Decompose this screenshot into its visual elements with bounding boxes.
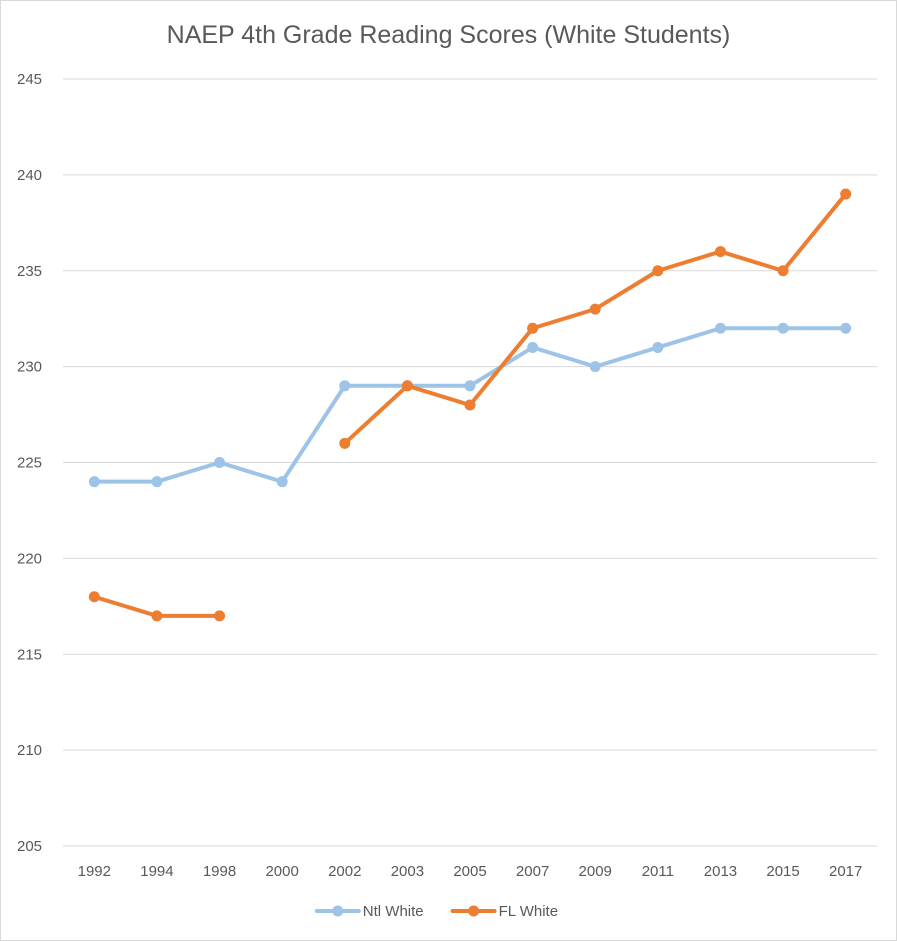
x-tick-label: 2005 — [453, 863, 486, 880]
x-tick-label: 1998 — [203, 863, 236, 880]
y-tick-label: 210 — [17, 742, 42, 759]
legend-item-fl-white: FL White — [450, 903, 558, 920]
series-fl-white — [88, 188, 852, 622]
data-point — [840, 188, 852, 200]
data-point — [276, 476, 288, 488]
data-point — [339, 380, 351, 392]
legend-label: FL White — [499, 903, 558, 920]
data-point — [464, 380, 476, 392]
data-point — [714, 246, 726, 258]
legend-label: Ntl White — [363, 903, 424, 920]
y-axis-ticks: 205 210 215 220 225 230 235 240 245 — [17, 71, 42, 855]
x-tick-label: 2015 — [766, 863, 799, 880]
data-point — [714, 322, 726, 334]
series-lines — [88, 188, 852, 622]
legend-item-ntl-white: Ntl White — [314, 903, 424, 920]
data-point — [840, 322, 852, 334]
data-point — [652, 265, 664, 277]
x-tick-label: 2013 — [704, 863, 737, 880]
data-point — [589, 361, 601, 373]
y-tick-label: 205 — [17, 838, 42, 855]
data-point — [401, 380, 413, 392]
data-point — [527, 322, 539, 334]
data-point — [464, 399, 476, 411]
data-point — [339, 437, 351, 449]
data-point — [214, 457, 226, 468]
x-tick-label: 2009 — [579, 863, 612, 880]
x-tick-label: 2003 — [391, 863, 424, 880]
data-point — [527, 341, 539, 353]
data-point — [151, 476, 163, 488]
x-tick-label: 2000 — [265, 863, 298, 880]
y-tick-label: 225 — [17, 455, 42, 472]
y-tick-label: 235 — [17, 263, 42, 280]
x-tick-label: 2002 — [328, 863, 361, 880]
gridlines — [63, 78, 877, 847]
x-axis-ticks: 1992 1994 1998 2000 2002 2003 2005 2007 2009 2011… — [78, 863, 863, 880]
data-point — [214, 610, 226, 622]
data-point — [777, 265, 789, 277]
data-point — [88, 476, 100, 488]
y-tick-label: 245 — [17, 71, 42, 88]
data-point — [652, 341, 664, 353]
data-point — [88, 591, 100, 603]
y-tick-label: 220 — [17, 550, 42, 567]
series-line-segment — [342, 192, 848, 446]
legend-marker — [468, 905, 480, 917]
data-point — [777, 322, 789, 334]
data-point — [151, 610, 163, 622]
legend-marker — [332, 905, 344, 917]
x-tick-label: 2011 — [642, 863, 674, 880]
y-tick-label: 230 — [17, 359, 42, 376]
y-tick-label: 240 — [17, 167, 42, 184]
y-tick-label: 215 — [17, 646, 42, 663]
chart-title: NAEP 4th Grade Reading Scores (White Stu… — [166, 21, 731, 49]
data-point — [589, 303, 601, 315]
x-tick-label: 1992 — [78, 863, 111, 880]
legend: Ntl White FL White — [314, 903, 558, 920]
x-tick-label: 1994 — [140, 863, 173, 880]
x-tick-label: 2007 — [516, 863, 549, 880]
x-tick-label: 2017 — [829, 863, 862, 880]
